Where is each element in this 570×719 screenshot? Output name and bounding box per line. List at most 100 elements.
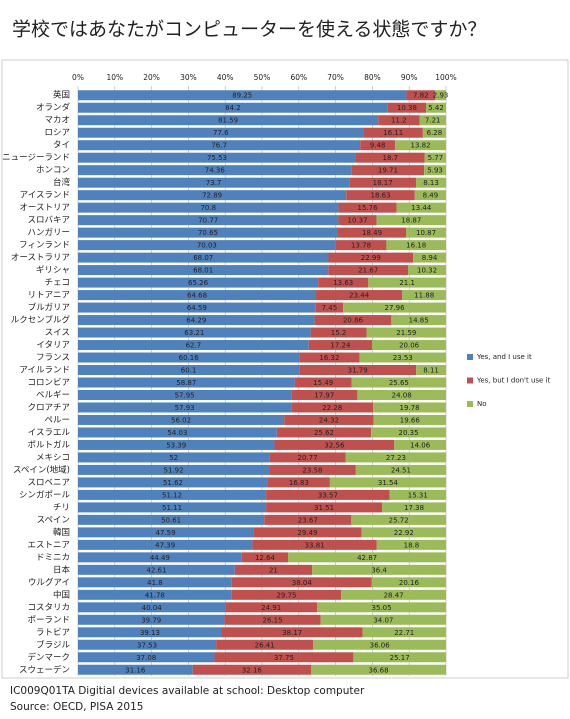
y-tick-label: コスタリカ [27, 603, 70, 613]
data-label: 31.54 [378, 479, 399, 487]
y-tick-label: イタリア [36, 341, 70, 351]
legend-label: Yes, but I don't use it [476, 377, 551, 385]
x-tick-label: 50% [254, 73, 271, 82]
bar-segment [341, 589, 446, 600]
data-label: 36.4 [371, 566, 387, 574]
data-label: 47.59 [156, 529, 176, 537]
bar-segment [78, 577, 232, 588]
data-label: 44.49 [150, 554, 170, 562]
y-tick-label: エストニア [27, 540, 70, 550]
data-label: 19.71 [378, 167, 398, 175]
bar-segment [318, 277, 369, 288]
data-label: 39.13 [140, 629, 160, 637]
bar-segment [78, 215, 339, 226]
bar-segment [413, 252, 446, 263]
data-label: 31.16 [125, 666, 146, 674]
y-tick-label: ホンコン [36, 166, 70, 176]
data-label: 42.61 [146, 566, 166, 574]
data-label: 23.67 [298, 516, 318, 524]
bar-segment [78, 602, 226, 613]
data-label: 21.59 [396, 329, 416, 337]
bar-segment [291, 402, 374, 413]
y-tick-label: マカオ [44, 116, 70, 126]
y-tick-label: ハンガリー [27, 227, 70, 238]
bar-segment [357, 389, 446, 400]
bar-segment [406, 90, 436, 101]
y-tick-label: スペイン(地域) [13, 464, 70, 475]
y-tick-label: チリ [53, 503, 70, 513]
bar-segment [78, 477, 268, 488]
data-label: 17.38 [404, 504, 424, 512]
bar-segment [78, 614, 225, 625]
data-label: 19.78 [400, 404, 420, 412]
bar-segment [355, 464, 447, 475]
note: IC009Q01TA Digitial devices available at… [10, 685, 365, 697]
data-label: 13.44 [411, 204, 432, 212]
data-label: 51.12 [162, 491, 182, 499]
bar-segment [361, 527, 446, 538]
bar-segment [288, 552, 446, 563]
bar-segment [264, 514, 352, 525]
bar-segment [396, 202, 446, 213]
data-label: 19.66 [400, 416, 421, 424]
data-label: 15.49 [313, 379, 333, 387]
bar-segment [267, 477, 330, 488]
bar-segment [408, 265, 446, 276]
bar-segment [387, 102, 427, 113]
bar-segment [78, 102, 388, 113]
data-label: 21.67 [358, 267, 378, 275]
data-label: 24.32 [319, 416, 339, 424]
data-label: 25.17 [390, 654, 410, 662]
data-label: 29.75 [276, 591, 296, 599]
data-label: 84.2 [225, 104, 241, 112]
data-label: 63.21 [184, 329, 204, 337]
bar-segment [78, 539, 253, 550]
data-label: 29.49 [297, 529, 317, 537]
data-label: 38.17 [282, 629, 302, 637]
data-label: 6.28 [427, 129, 443, 137]
data-label: 75.53 [207, 154, 227, 162]
data-label: 70.65 [198, 229, 218, 237]
bar-segment [426, 102, 446, 113]
y-tick-label: スロバキア [27, 216, 70, 226]
chart-title: 学校ではあなたがコンピューターを使える状態ですか？ [12, 19, 486, 41]
data-label: 18.87 [401, 217, 421, 225]
bar-segment [308, 340, 373, 351]
data-label: 68.07 [193, 254, 213, 262]
data-label: 10.87 [416, 229, 436, 237]
bar-segment [337, 227, 407, 238]
legend-label: No [477, 400, 487, 408]
y-tick-label: ポルトガル [27, 439, 70, 450]
bar-segment [338, 215, 377, 226]
data-label: 14.85 [409, 317, 429, 325]
y-tick-label: コロンビア [27, 378, 70, 388]
bar-segment [346, 190, 415, 201]
data-label: 16.32 [319, 354, 339, 362]
data-label: 57.95 [175, 391, 195, 399]
bar-segment [78, 315, 315, 326]
y-tick-label: スペイン [37, 515, 70, 525]
data-label: 8.13 [423, 179, 439, 187]
bar-segment [424, 165, 446, 176]
data-label: 13.78 [351, 242, 371, 250]
data-label: 41.78 [145, 591, 165, 599]
data-label: 14.06 [410, 441, 431, 449]
bar-segment [78, 502, 267, 513]
bar-segment [78, 277, 319, 288]
data-label: 8.94 [422, 254, 438, 262]
x-tick-label: 80% [364, 73, 381, 82]
data-label: 36.68 [368, 666, 388, 674]
data-label: 24.51 [391, 466, 411, 474]
y-tick-label: 中国 [53, 589, 70, 600]
data-label: 40.04 [142, 604, 163, 612]
bar-segment [355, 152, 425, 163]
bar-segment [371, 427, 446, 438]
data-label: 73.7 [206, 179, 222, 187]
x-tick-label: 60% [290, 73, 307, 82]
bar-segment [78, 90, 407, 101]
y-tick-label: スロベニア [27, 478, 70, 488]
bar-segment [435, 90, 446, 101]
data-label: 25.72 [389, 516, 409, 524]
bar-segment [78, 352, 300, 363]
data-label: 56.02 [171, 416, 191, 424]
